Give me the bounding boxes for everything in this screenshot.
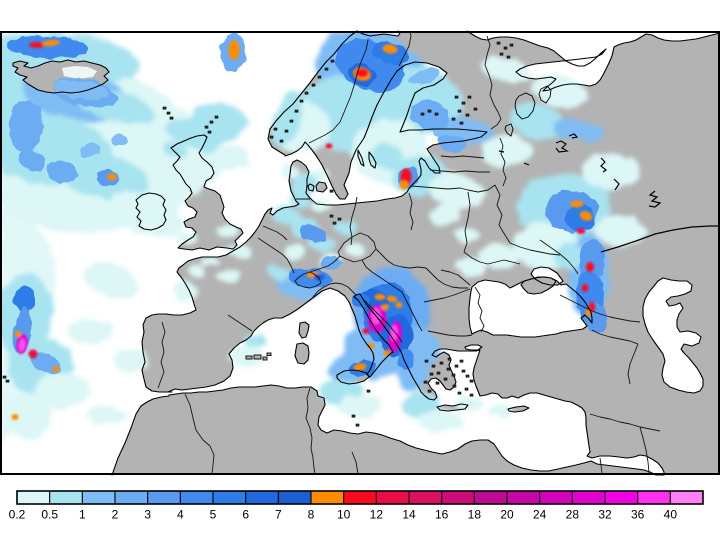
svg-text:4: 4: [177, 508, 184, 522]
svg-text:16: 16: [435, 508, 449, 522]
svg-text:12: 12: [370, 508, 384, 522]
svg-text:8: 8: [308, 508, 315, 522]
svg-text:7: 7: [275, 508, 282, 522]
svg-text:0.2: 0.2: [9, 508, 26, 522]
svg-text:18: 18: [468, 508, 482, 522]
svg-text:32: 32: [598, 508, 612, 522]
svg-text:10: 10: [337, 508, 351, 522]
svg-text:1: 1: [79, 508, 86, 522]
svg-text:14: 14: [402, 508, 416, 522]
svg-text:36: 36: [631, 508, 645, 522]
svg-text:24: 24: [533, 508, 547, 522]
svg-text:0.5: 0.5: [41, 508, 58, 522]
svg-text:40: 40: [664, 508, 678, 522]
svg-text:2: 2: [112, 508, 119, 522]
svg-text:6: 6: [242, 508, 249, 522]
svg-text:3: 3: [144, 508, 151, 522]
svg-text:20: 20: [500, 508, 514, 522]
svg-text:28: 28: [566, 508, 580, 522]
svg-text:5: 5: [210, 508, 217, 522]
